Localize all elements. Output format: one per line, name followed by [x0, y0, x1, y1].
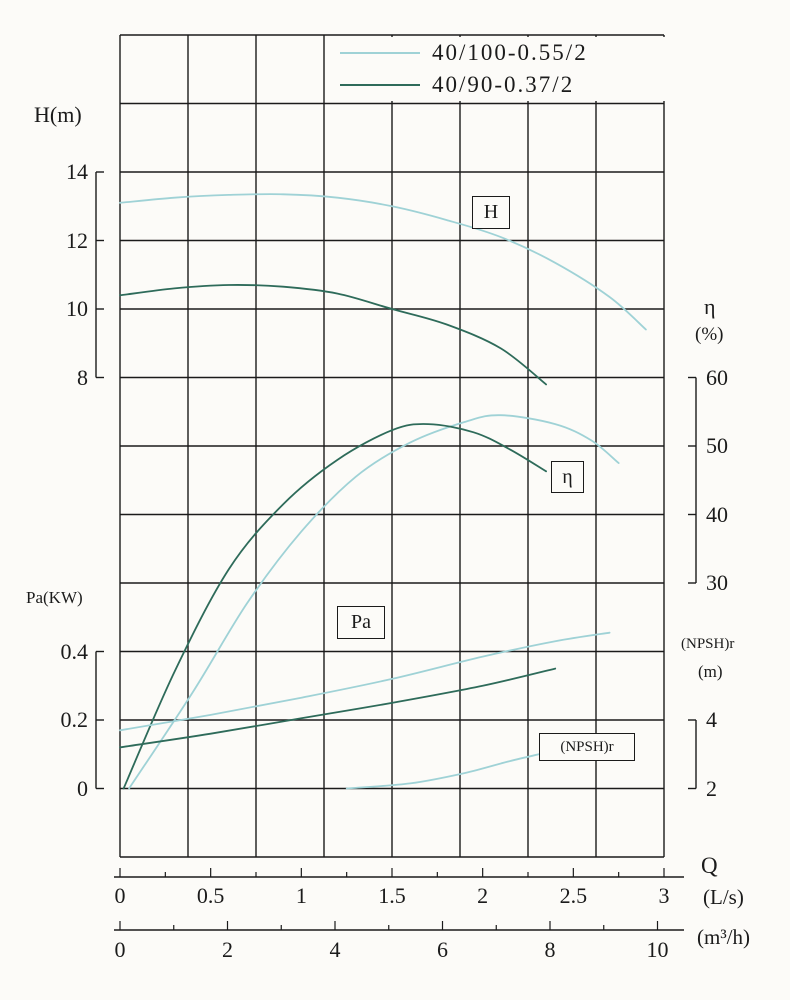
curve-label-NPSHr-text: (NPSH)r [560, 738, 614, 755]
q-ls-unit-label: (L/s) [703, 885, 744, 909]
q-ls-tick-label: 0.5 [196, 883, 225, 908]
curve-label-box-H: H [472, 196, 510, 229]
legend-item-40-90: 40/90-0.37/2 [340, 72, 666, 98]
series-curve-eta-40/90-0.37/2 [122, 423, 547, 790]
eta-axis-unit: (%) [695, 324, 724, 345]
q-m3h-tick-label: 2 [222, 937, 233, 962]
q-m3h-tick-label: 0 [114, 937, 126, 962]
q-ls-tick-label: 2 [477, 883, 489, 908]
curve-label-box-eta: η [551, 461, 584, 493]
curve-label-box-Pa: Pa [337, 606, 385, 639]
pa-axis-title: Pa(KW) [26, 588, 83, 607]
legend: 40/100-0.55/2 40/90-0.37/2 [340, 37, 666, 101]
eta-axis-tick-label: 60 [706, 364, 728, 390]
q-ls-tick-label: 1 [295, 883, 307, 908]
eta-axis-title: η [704, 294, 716, 319]
series-curve-H-40/90-0.37/2 [119, 284, 547, 386]
series-curve-H-40/100-0.55/2 [119, 193, 647, 331]
eta-axis-tick-label: 30 [706, 570, 728, 595]
eta-axis-tick-label: 50 [706, 433, 728, 458]
curve-label-H-text: H [483, 201, 499, 223]
series-curve-eta-40/100-0.55/2 [128, 414, 620, 790]
legend-line-40-100 [340, 52, 420, 54]
curve-label-box-NPSHr: (NPSH)r [539, 733, 635, 761]
q-ls-tick-label: 0 [114, 883, 126, 908]
legend-line-40-90 [340, 84, 420, 86]
q-ls-tick-label: 1.5 [378, 883, 406, 908]
q-ls-tick-label: 3 [658, 883, 670, 908]
series-curve-Pa-40/100-0.55/2 [119, 631, 611, 732]
q-m3h-tick-label: 6 [437, 937, 448, 962]
q-m3h-tick-label: 8 [544, 937, 556, 962]
npsh-axis-tick-label: 4 [706, 707, 717, 732]
legend-item-40-100: 40/100-0.55/2 [340, 40, 666, 66]
pa-axis-tick-label: 0.4 [60, 638, 89, 664]
q-axis-title: Q [701, 853, 718, 878]
h-axis-tick-label: 14 [66, 159, 88, 184]
npsh-axis-unit: (m) [698, 662, 723, 681]
npsh-axis-tick-label: 2 [706, 775, 717, 801]
q-ls-tick-label: 2.5 [559, 883, 588, 908]
h-axis-title: H(m) [34, 102, 82, 127]
curve-label-eta-text: η [562, 465, 573, 488]
h-axis-tick-label: 12 [66, 227, 88, 253]
q-m3h-tick-label: 10 [646, 937, 669, 962]
q-m3h-tick-label: 4 [329, 937, 341, 962]
h-axis-tick-label: 10 [66, 296, 88, 321]
curve-label-Pa-text: Pa [351, 611, 371, 633]
npsh-axis-title: (NPSH)r [681, 636, 735, 652]
pa-axis-tick-label: 0.2 [60, 707, 89, 732]
legend-label-40-90: 40/90-0.37/2 [432, 72, 575, 97]
h-axis-tick-label: 8 [77, 364, 88, 390]
series-curve-Pa-40/90-0.37/2 [119, 667, 557, 749]
q-m3h-unit-label: (m³/h) [697, 925, 750, 949]
legend-label-40-100: 40/100-0.55/2 [432, 40, 588, 65]
series-curve-NPSH-40/100-0.55/2 [345, 751, 547, 790]
pa-axis-tick-label: 0 [77, 775, 88, 801]
eta-axis-tick-label: 40 [706, 501, 728, 527]
